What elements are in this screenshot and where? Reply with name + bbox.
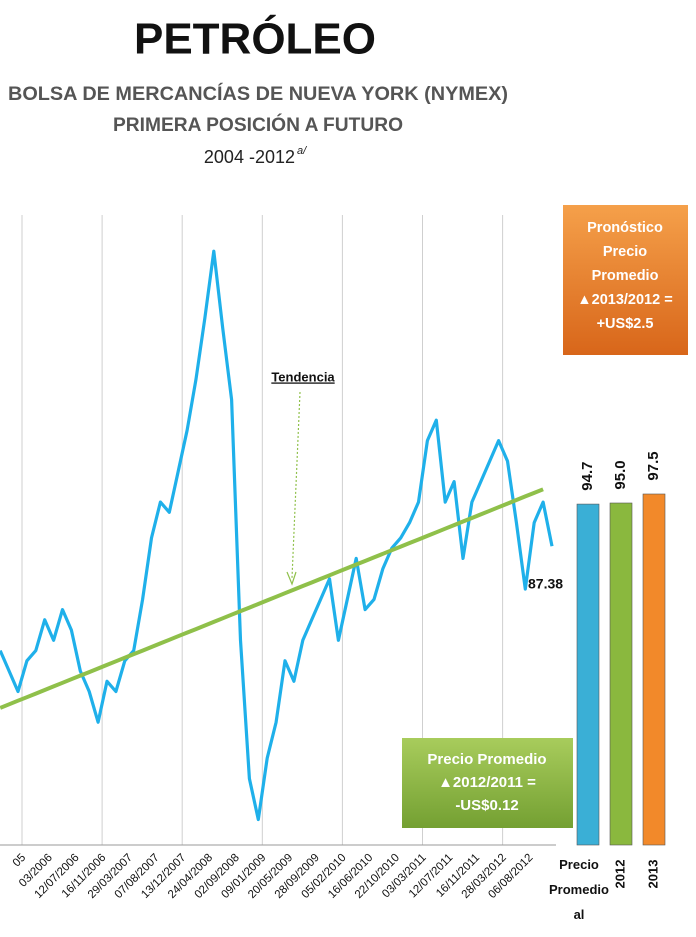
change-box	[402, 738, 573, 828]
period-note: a/	[297, 145, 307, 157]
trend-label: Tendencia	[271, 369, 335, 384]
x-tick-label: Precio Promedio al 21/nov/12	[549, 857, 609, 922]
plot-area	[0, 215, 554, 845]
trend-line	[0, 487, 544, 710]
value-label: 94.7	[579, 461, 596, 490]
trend-arrow	[291, 391, 301, 579]
bar	[609, 502, 633, 846]
forecast-box-text: +US$2.5	[597, 316, 654, 332]
x-tick-label: 2012	[612, 860, 627, 889]
x-tick-label: 05	[11, 852, 29, 870]
period: 2004 -2012	[204, 147, 295, 167]
forecast-box-text: Pronóstico	[587, 220, 663, 236]
bar	[576, 503, 600, 846]
change-box-text: -US$0.12	[455, 797, 518, 814]
subtitle: BOLSA DE MERCANCÍAS DE NUEVA YORK (NYMEX…	[8, 83, 508, 105]
change-box-text: ▲2012/2011 =	[438, 774, 536, 791]
value-label: 97.5	[645, 451, 662, 480]
price-line	[0, 249, 554, 822]
bar	[642, 493, 666, 846]
subtitle: PRIMERA POSICIÓN A FUTURO	[113, 114, 403, 136]
change-box-text: Precio Promedio	[427, 751, 546, 768]
trend-arrowhead	[286, 571, 297, 586]
forecast-box-text: Promedio	[592, 268, 659, 284]
x-tick-label-box: Precio Promedio al 21/nov/12	[549, 857, 609, 922]
last-price-label: 87.38	[528, 576, 563, 592]
forecast-box-text: ▲2013/2012 =	[577, 292, 672, 308]
value-label: 95.0	[612, 460, 629, 489]
chart-title: PETRÓLEO	[134, 14, 376, 64]
forecast-box	[563, 205, 688, 355]
forecast-box-text: Precio	[603, 244, 647, 260]
x-tick-label: 2013	[645, 860, 660, 889]
